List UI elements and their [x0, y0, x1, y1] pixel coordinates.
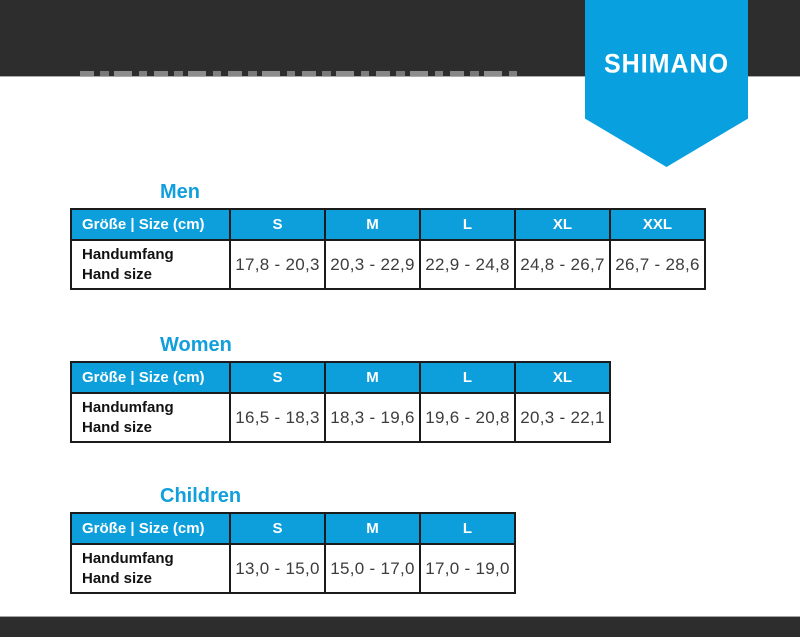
row-label-de: Handumfang — [82, 550, 174, 567]
size-table-women: Größe | Size (cm) S M L XL Handumfang Ha… — [70, 361, 611, 443]
size-value-cell: 13,0 - 15,0 — [229, 543, 326, 594]
row-label-de: Handumfang — [82, 399, 174, 416]
size-col-header-l: L — [419, 361, 516, 394]
row-label-en: Hand size — [82, 569, 153, 587]
size-value-cell: 15,0 - 17,0 — [324, 543, 421, 594]
size-label-header: Größe | Size (cm) — [70, 361, 231, 394]
table-title-men: Men — [160, 181, 200, 203]
size-label-header: Größe | Size (cm) — [70, 208, 231, 241]
size-col-header-xl: XL — [514, 361, 611, 394]
row-label-de: Handumfang — [82, 246, 174, 263]
shimano-logo: SHIMANO — [603, 48, 730, 80]
header-row: Größe | Size (cm) S M L XL — [70, 361, 611, 394]
size-value-cell: 26,7 - 28,6 — [609, 239, 706, 290]
row-label: Handumfang Hand size — [70, 543, 231, 594]
size-col-header-xl: XL — [514, 208, 611, 241]
size-table-children: Größe | Size (cm) S M L Handumfang Hand … — [70, 512, 516, 594]
row-label: Handumfang Hand size — [70, 392, 231, 443]
size-table-men: Größe | Size (cm) S M L XL XXL Handumfan… — [70, 208, 706, 290]
size-value-cell: 22,9 - 24,8 — [419, 239, 516, 290]
size-col-header-m: M — [324, 208, 421, 241]
size-col-header-xxl: XXL — [609, 208, 706, 241]
shimano-ribbon: SHIMANO — [585, 0, 748, 167]
row-label-en: Hand size — [82, 265, 153, 283]
row-label: Handumfang Hand size — [70, 239, 231, 290]
section-children: Children Größe | Size (cm) S M L Handumf… — [70, 486, 516, 594]
section-women: Women Größe | Size (cm) S M L XL Handumf… — [70, 335, 611, 443]
table-row: Handumfang Hand size 16,5 - 18,3 18,3 - … — [70, 392, 611, 443]
header-row: Größe | Size (cm) S M L — [70, 512, 516, 545]
size-col-header-l: L — [419, 208, 516, 241]
bottom-bar — [0, 616, 800, 637]
row-label-en: Hand size — [82, 418, 153, 436]
size-value-cell: 17,0 - 19,0 — [419, 543, 516, 594]
size-col-header-l: L — [419, 512, 516, 545]
size-value-cell: 19,6 - 20,8 — [419, 392, 516, 443]
section-men: Men Größe | Size (cm) S M L XL XXL Handu… — [70, 182, 706, 290]
size-col-header-s: S — [229, 512, 326, 545]
size-value-cell: 20,3 - 22,9 — [324, 239, 421, 290]
table-title-children: Children — [160, 485, 242, 507]
clipped-heading-text — [80, 71, 523, 76]
size-col-header-m: M — [324, 512, 421, 545]
size-value-cell: 17,8 - 20,3 — [229, 239, 326, 290]
table-row: Handumfang Hand size 13,0 - 15,0 15,0 - … — [70, 543, 516, 594]
size-value-cell: 16,5 - 18,3 — [229, 392, 326, 443]
table-title-women: Women — [160, 334, 232, 356]
size-col-header-m: M — [324, 361, 421, 394]
size-col-header-s: S — [229, 361, 326, 394]
table-row: Handumfang Hand size 17,8 - 20,3 20,3 - … — [70, 239, 706, 290]
size-value-cell: 20,3 - 22,1 — [514, 392, 611, 443]
size-value-cell: 18,3 - 19,6 — [324, 392, 421, 443]
header-row: Größe | Size (cm) S M L XL XXL — [70, 208, 706, 241]
size-label-header: Größe | Size (cm) — [70, 512, 231, 545]
size-value-cell: 24,8 - 26,7 — [514, 239, 611, 290]
size-col-header-s: S — [229, 208, 326, 241]
